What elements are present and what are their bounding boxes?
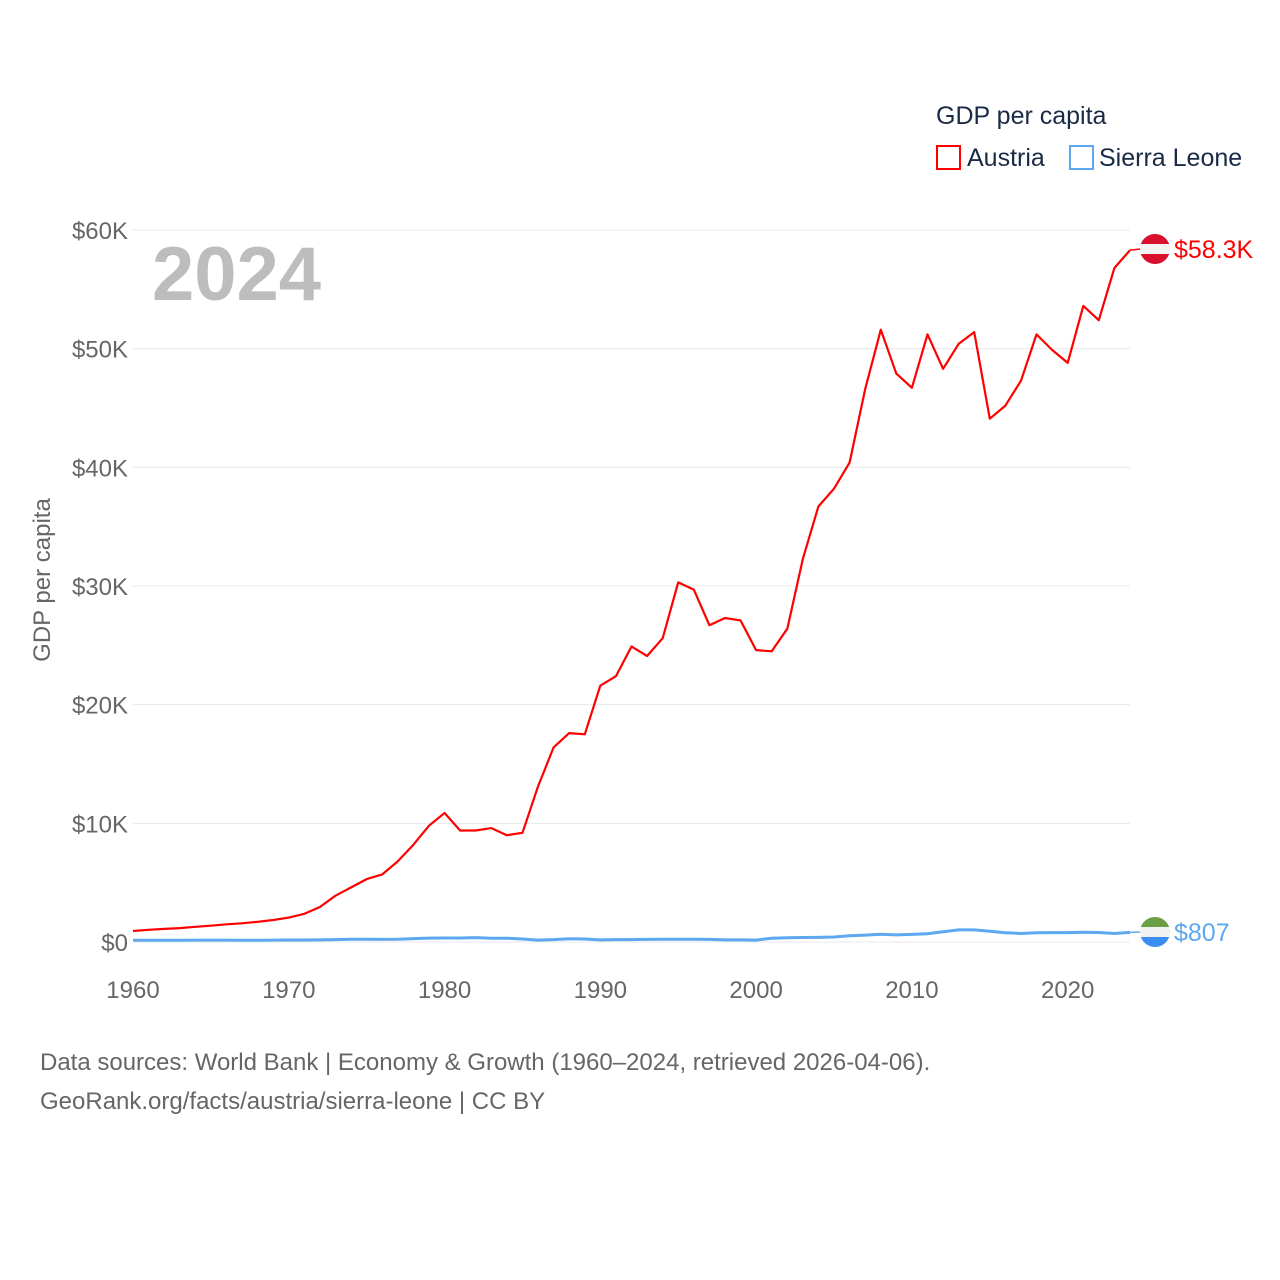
y-tick-label: $30K [72,574,128,601]
gridlines [133,229,1130,943]
series-line-sierra-leone [133,928,1131,942]
end-labels: $58.3K $807 [1129,234,1254,947]
sierra-leone-flag-icon [1140,917,1170,947]
series-line-austria [132,249,1131,933]
x-tick-label: 1970 [262,977,315,1004]
legend-swatch-austria[interactable] [936,145,961,170]
source-text: Data sources: World Bank | Economy & Gro… [40,1049,931,1076]
x-tick-label: 1990 [574,977,627,1004]
legend-swatch-sierra-leone[interactable] [1069,145,1094,170]
y-tick-label: $60K [72,218,128,245]
y-tick-label: $10K [72,811,128,838]
series-lines [132,249,1131,942]
x-tick-label: 2010 [885,977,938,1004]
x-axis: 1960 1970 1980 1990 2000 2010 2020 [106,977,1094,1004]
end-value-label: $807 [1174,919,1230,947]
footer: Data sources: World Bank | Economy & Gro… [40,1043,930,1121]
y-tick-label: $20K [72,693,128,720]
legend-label-austria[interactable]: Austria [967,144,1045,172]
austria-flag-icon [1140,234,1170,264]
end-connector [1129,248,1142,251]
y-tick-label: $40K [72,455,128,482]
legend-label-sierra-leone[interactable]: Sierra Leone [1099,144,1242,172]
y-tick-label: $0 [101,930,128,957]
x-tick-label: 2020 [1041,977,1094,1004]
attribution-link[interactable]: GeoRank.org/facts/austria/sierra-leone |… [40,1088,546,1115]
year-label: 2024 [152,232,321,317]
x-tick-label: 2000 [729,977,782,1004]
x-tick-label: 1980 [418,977,471,1004]
legend: GDP per capita Austria Sierra Leone [936,102,1242,172]
legend-title: GDP per capita [936,102,1107,130]
x-tick-label: 1960 [106,977,159,1004]
y-tick-label: $50K [72,337,128,364]
end-value-label: $58.3K [1174,236,1254,264]
y-axis: $0 $10K $20K $30K $40K $50K $60K [72,218,128,957]
y-axis-label: GDP per capita [29,498,56,662]
